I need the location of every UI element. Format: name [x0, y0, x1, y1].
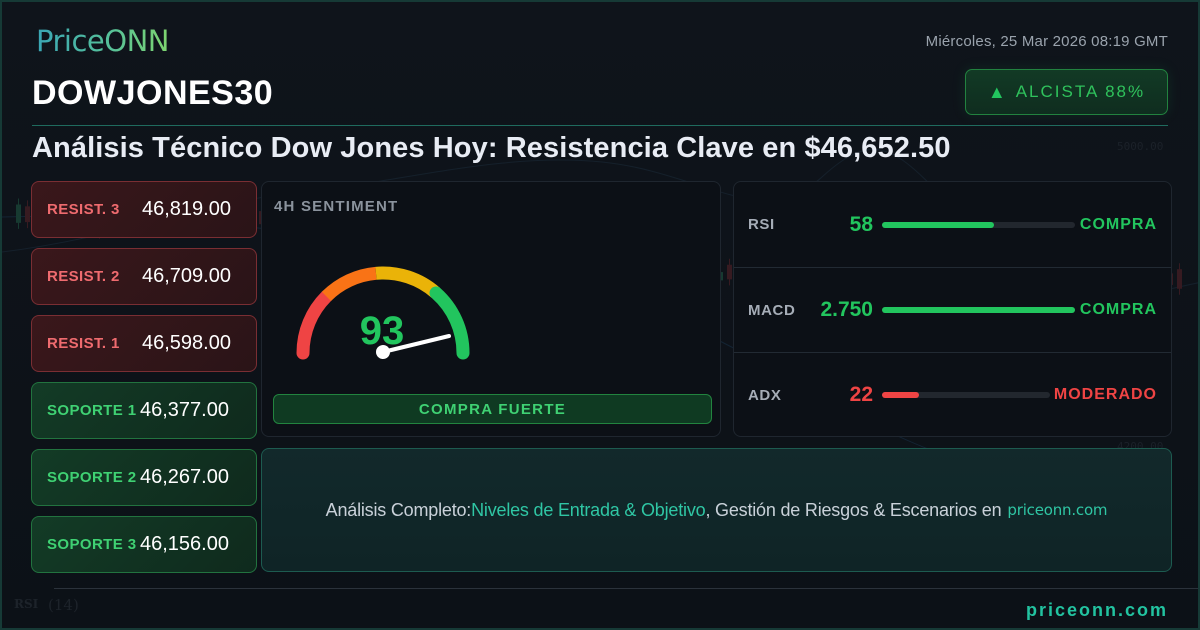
svg-text:5000.00: 5000.00	[1117, 140, 1163, 153]
level-value: 46,377.00	[140, 399, 229, 421]
cta-site-link[interactable]: priceonn.com	[1007, 501, 1108, 519]
sentiment-title: 4H SENTIMENT	[274, 198, 399, 215]
level-value: 46,598.00	[142, 332, 231, 354]
indicator-bar	[882, 221, 1075, 228]
level-support-2: SOPORTE 2 46,267.00	[31, 449, 257, 506]
level-label: RESIST. 2	[47, 268, 120, 285]
levels-list: RESIST. 3 46,819.00 RESIST. 2 46,709.00 …	[31, 181, 257, 583]
sentiment-gauge	[296, 266, 470, 360]
indicator-row-macd: MACD 2.750 COMPRA	[734, 267, 1171, 352]
date-timestamp: Miércoles, 25 Mar 2026 08:19 GMT	[925, 33, 1168, 50]
header-divider	[32, 125, 1168, 126]
trend-badge: ▲ ALCISTA 88%	[965, 69, 1168, 115]
level-value: 46,709.00	[142, 265, 231, 287]
priceonn-logo: PriceONN	[36, 24, 169, 58]
indicator-bar-fill	[882, 221, 994, 228]
gauge-pivot	[376, 345, 390, 359]
cta-accent: Niveles de Entrada & Objetivo	[471, 499, 706, 520]
level-value: 46,819.00	[142, 198, 231, 220]
symbol-title: DOWJONES30	[32, 74, 274, 112]
indicator-name: ADX	[748, 386, 782, 404]
level-value: 46,267.00	[140, 466, 229, 488]
footer-divider	[54, 588, 1198, 589]
indicator-bar-fill	[882, 307, 1075, 313]
indicators-card: RSI 58 COMPRA MACD 2.750 COMPRA ADX 22 M…	[733, 181, 1172, 437]
indicator-signal: COMPRA	[1079, 301, 1157, 318]
indicator-bar-fill	[882, 392, 919, 398]
indicator-value: 2.750	[820, 298, 873, 321]
svg-text:(14): (14)	[48, 596, 79, 614]
level-support-3: SOPORTE 3 46,156.00	[31, 516, 257, 573]
level-label: RESIST. 3	[47, 201, 120, 218]
level-label: SOPORTE 3	[47, 536, 137, 553]
indicator-signal: COMPRA	[1079, 215, 1157, 233]
indicator-name: MACD	[748, 301, 796, 319]
indicator-name: RSI	[748, 216, 775, 233]
level-value: 46,156.00	[140, 533, 229, 555]
sentiment-card: 4H SENTIMENT 93 COMPRA FUERTE	[261, 181, 721, 437]
page-headline: Análisis Técnico Dow Jones Hoy: Resisten…	[32, 132, 951, 164]
level-support-1: SOPORTE 1 46,377.00	[31, 382, 257, 439]
level-resistance-3: RESIST. 3 46,819.00	[31, 181, 257, 238]
svg-text:RSI: RSI	[14, 597, 39, 611]
full-analysis-cta[interactable]: Análisis Completo: Niveles de Entrada & …	[261, 448, 1172, 572]
level-resistance-2: RESIST. 2 46,709.00	[31, 248, 257, 305]
cta-prefix: Análisis Completo:	[325, 499, 472, 520]
level-resistance-1: RESIST. 1 46,598.00	[31, 315, 257, 372]
indicator-row-adx: ADX 22 MODERADO	[734, 352, 1171, 437]
cta-middle: , Gestión de Riesgos & Escenarios en	[705, 499, 1002, 520]
footer-site-link[interactable]: priceonn.com	[1025, 600, 1168, 620]
sentiment-signal: COMPRA FUERTE	[273, 394, 712, 424]
indicator-bar	[882, 307, 1075, 313]
indicator-bar	[882, 392, 1050, 398]
sentiment-value: 93	[359, 309, 405, 353]
indicator-value: 58	[849, 212, 873, 236]
triangle-up-icon: ▲	[987, 81, 1006, 102]
level-label: SOPORTE 2	[47, 469, 137, 486]
trend-badge-label: ALCISTA 88%	[1015, 82, 1146, 101]
gauge-needle	[381, 334, 451, 354]
indicator-value: 22	[849, 383, 873, 406]
level-label: RESIST. 1	[47, 335, 120, 352]
indicator-row-rsi: RSI 58 COMPRA	[734, 182, 1171, 267]
indicator-signal: MODERADO	[1053, 386, 1157, 403]
level-label: SOPORTE 1	[47, 402, 137, 419]
